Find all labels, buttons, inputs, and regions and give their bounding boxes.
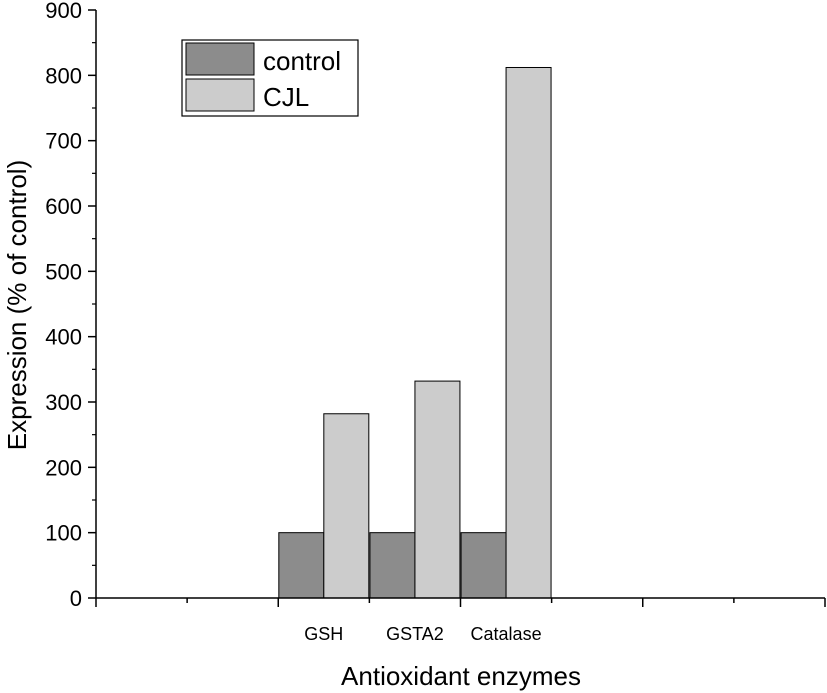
y-tick-label: 400	[45, 325, 82, 350]
bars-layer	[278, 66, 552, 599]
axes-layer: 0 100 200 300 400 500 600 700 800 900 GSH GSTA2 Cata…	[45, 0, 826, 644]
y-tick-label: 800	[45, 63, 82, 88]
y-tick-label: 200	[45, 455, 82, 480]
y-tick-label: 0	[70, 586, 82, 611]
y-tick-label: 300	[45, 390, 82, 415]
bar-control-catalase	[460, 532, 507, 599]
x-axis-title: Antioxidant enzymes	[341, 661, 581, 691]
bar-cjl-gsta2	[414, 380, 461, 599]
x-tick-label: GSTA2	[386, 624, 444, 644]
y-tick-label: 900	[45, 0, 82, 23]
legend-label-control: control	[263, 46, 341, 76]
y-axis-title: Expression (% of control)	[2, 160, 32, 450]
y-tick-label: 600	[45, 194, 82, 219]
legend-swatch-control	[185, 42, 255, 76]
bar-cjl-catalase	[505, 66, 552, 599]
x-tick-label: GSH	[304, 624, 343, 644]
bar-cjl-gsh	[323, 413, 370, 599]
y-tick-label: 500	[45, 259, 82, 284]
legend: control CJL	[181, 39, 359, 117]
y-tick-label: 100	[45, 521, 82, 546]
legend-label-cjl: CJL	[263, 82, 309, 112]
x-tick-label: Catalase	[471, 624, 542, 644]
y-tick-label: 700	[45, 129, 82, 154]
legend-swatch-cjl	[185, 78, 255, 112]
bar-control-gsh	[278, 532, 325, 599]
bar-control-gsta2	[369, 532, 416, 599]
